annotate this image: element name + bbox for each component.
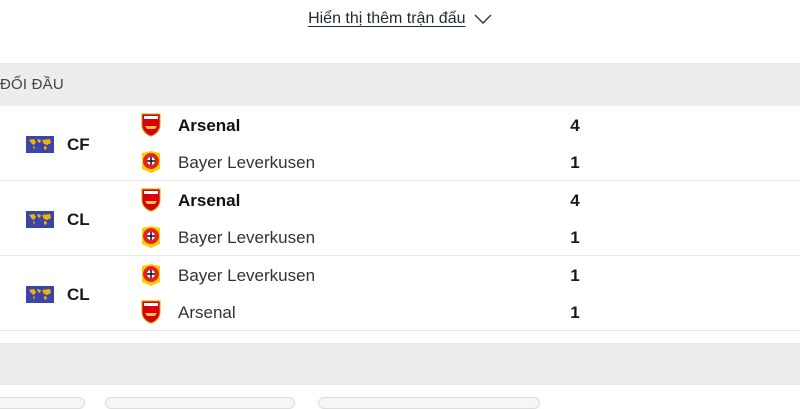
- match-row[interactable]: CL Arsenal 4 Bayer Leverkusen 1: [0, 182, 800, 256]
- competition-label: CL: [67, 285, 90, 304]
- team-line: Bayer Leverkusen 1: [140, 223, 640, 253]
- chevron-down-icon: [474, 14, 492, 24]
- team-line: Bayer Leverkusen 1: [140, 261, 640, 291]
- arsenal-crest-icon: [140, 113, 162, 137]
- competition-label: CF: [67, 135, 90, 154]
- show-more-matches-link[interactable]: Hiển thị thêm trận đấu: [0, 10, 800, 28]
- section-header: ĐỐI ĐẦU: [0, 63, 800, 106]
- show-more-label[interactable]: Hiển thị thêm trận đấu: [308, 10, 466, 27]
- filter-pill[interactable]: [0, 397, 85, 409]
- leverkusen-crest-icon: [140, 150, 162, 174]
- team-score: 1: [570, 266, 580, 285]
- team-score: 1: [570, 228, 580, 247]
- competition-world-icon: [26, 286, 54, 303]
- filter-pill[interactable]: [105, 397, 295, 409]
- team-score: 4: [570, 191, 580, 210]
- arsenal-crest-icon: [140, 188, 162, 212]
- competition-world-icon: [26, 211, 54, 228]
- team-name: Bayer Leverkusen: [178, 266, 316, 285]
- team-name: Arsenal: [178, 191, 241, 210]
- section-divider-band: [0, 343, 800, 385]
- leverkusen-crest-icon: [140, 263, 162, 287]
- team-line: Arsenal 4: [140, 111, 640, 141]
- team-line: Bayer Leverkusen 1: [140, 148, 640, 178]
- filter-pill[interactable]: [318, 397, 540, 409]
- team-line: Arsenal 4: [140, 186, 640, 216]
- team-line: Arsenal 1: [140, 298, 640, 328]
- match-row[interactable]: CL Bayer Leverkusen 1 Arsenal 1: [0, 257, 800, 331]
- team-name: Arsenal: [178, 116, 241, 135]
- team-score: 1: [570, 303, 580, 322]
- arsenal-crest-icon: [140, 300, 162, 324]
- competition-label: CL: [67, 210, 90, 229]
- leverkusen-crest-icon: [140, 225, 162, 249]
- team-name: Bayer Leverkusen: [178, 228, 316, 247]
- team-score: 4: [570, 116, 580, 135]
- section-title: ĐỐI ĐẦU: [0, 76, 64, 93]
- team-name: Arsenal: [178, 303, 236, 322]
- team-name: Bayer Leverkusen: [178, 153, 316, 172]
- match-row[interactable]: CF Arsenal 4 Bayer Leverkusen 1: [0, 107, 800, 181]
- team-score: 1: [570, 153, 580, 172]
- competition-world-icon: [26, 136, 54, 153]
